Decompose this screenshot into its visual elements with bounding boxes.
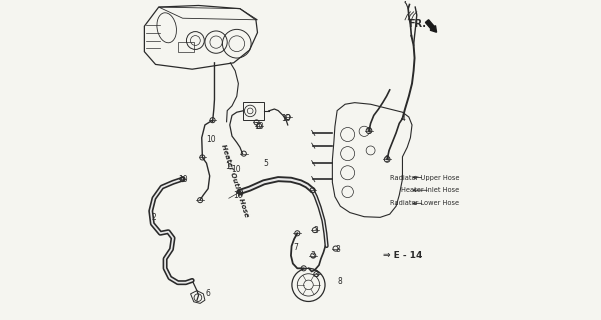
Text: 9: 9	[367, 127, 371, 136]
Text: Radiator Lower Hose: Radiator Lower Hose	[390, 200, 459, 206]
Text: 1: 1	[225, 162, 230, 171]
Text: Heater Inlet Hose: Heater Inlet Hose	[401, 187, 459, 193]
Text: 8: 8	[338, 276, 343, 285]
Text: 6: 6	[206, 289, 210, 298]
Text: 10: 10	[178, 175, 188, 184]
Text: 2: 2	[151, 213, 156, 222]
Text: 10: 10	[254, 122, 264, 131]
Text: ⇒ E - 14: ⇒ E - 14	[383, 251, 422, 260]
Text: 4: 4	[401, 114, 406, 123]
Text: 10: 10	[206, 135, 216, 144]
Text: 3: 3	[311, 251, 316, 260]
FancyArrow shape	[426, 20, 436, 32]
Text: 10: 10	[231, 165, 241, 174]
Text: 9: 9	[385, 156, 389, 164]
Text: 10: 10	[233, 190, 243, 200]
Text: Heater Outlet Hose: Heater Outlet Hose	[221, 143, 250, 218]
Text: FR.: FR.	[409, 19, 427, 28]
Text: 3: 3	[336, 245, 341, 254]
Text: Radiator Upper Hose: Radiator Upper Hose	[389, 174, 459, 180]
Text: 7: 7	[293, 243, 298, 252]
Text: 3: 3	[313, 226, 319, 235]
Text: 10: 10	[281, 114, 291, 123]
Text: 5: 5	[263, 159, 268, 168]
Text: 3: 3	[313, 270, 319, 279]
